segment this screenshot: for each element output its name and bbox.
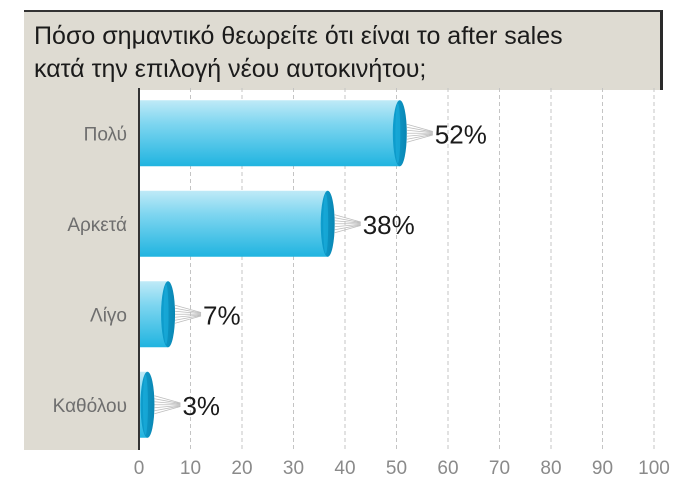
x-tick-label: 70 — [489, 458, 510, 479]
x-tick-label: 100 — [638, 458, 670, 479]
leader-line — [154, 398, 181, 404]
x-tick-label: 40 — [334, 458, 355, 479]
category-label: Καθόλου — [53, 396, 127, 417]
leader-line — [406, 123, 433, 132]
data-label: 38% — [363, 210, 415, 240]
data-label: 3% — [182, 391, 220, 421]
bar-end-highlight — [163, 284, 169, 345]
x-tick-label: 90 — [592, 458, 613, 479]
leader-line — [406, 134, 433, 140]
leader-line — [154, 405, 181, 412]
leader-line — [174, 315, 202, 324]
bar — [139, 190, 328, 257]
bar-end-highlight — [142, 374, 148, 435]
data-label: 7% — [203, 300, 241, 330]
bar — [139, 100, 400, 167]
leader-line — [154, 404, 181, 409]
data-label: 52% — [435, 119, 487, 149]
leader-line — [175, 314, 202, 318]
leader-line — [154, 406, 181, 415]
leader-line — [174, 304, 202, 313]
leader-line — [334, 220, 361, 224]
category-label: Λίγο — [90, 305, 127, 326]
leader-line — [334, 217, 361, 223]
leader-line — [154, 401, 181, 405]
leader-line — [406, 134, 433, 143]
bar-end-highlight — [395, 103, 401, 164]
category-label: Αρκετά — [67, 215, 127, 236]
x-tick-label: 10 — [180, 458, 201, 479]
leader-line — [406, 126, 433, 133]
leader-line — [334, 223, 361, 228]
leader-line — [174, 307, 202, 314]
leader-line — [406, 129, 433, 134]
x-tick-label: 0 — [134, 458, 145, 479]
x-tick-label: 20 — [231, 458, 252, 479]
leader-line — [334, 214, 361, 223]
category-panel — [24, 88, 138, 450]
leader-line — [334, 224, 361, 231]
category-label: Πολύ — [84, 124, 127, 145]
leader-line — [154, 395, 181, 404]
leader-line — [406, 133, 433, 137]
leader-line — [174, 315, 202, 321]
title-panel: Πόσο σημαντικό θεωρείτε ότι είναι το aft… — [24, 10, 663, 90]
x-tick-label: 50 — [386, 458, 407, 479]
x-tick-label: 60 — [437, 458, 458, 479]
bar-end-highlight — [323, 193, 329, 254]
leader-line — [175, 310, 202, 315]
x-tick-label: 30 — [283, 458, 304, 479]
leader-line — [334, 225, 361, 234]
x-tick-label: 80 — [540, 458, 561, 479]
chart-title: Πόσο σημαντικό θεωρείτε ότι είναι το aft… — [34, 22, 563, 83]
